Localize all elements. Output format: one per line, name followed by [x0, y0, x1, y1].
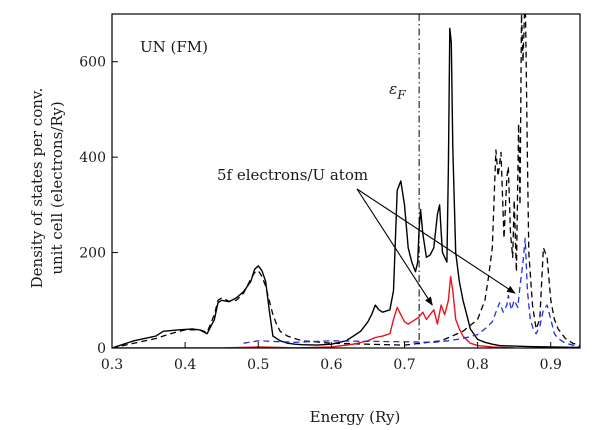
x-tick-label-0: 0.3 [101, 357, 123, 373]
annotation: 5f electrons/U atom [217, 166, 516, 306]
plot-frame [111, 13, 581, 349]
series-line-2 [112, 275, 515, 348]
x-tick-label-2: 0.5 [247, 357, 269, 373]
x-tick-label-3: 0.6 [320, 357, 342, 373]
x-axis-label: Energy (Ry) [310, 408, 401, 426]
fermi-symbol: ε [389, 80, 397, 98]
x-tick-label-5: 0.8 [466, 357, 488, 373]
x-tick-label-1: 0.4 [174, 357, 196, 373]
series-line-1 [112, 14, 580, 348]
series-line-0 [112, 27, 580, 348]
y-tick-label-0: 0 [97, 341, 106, 357]
y-axis-label-line-2: unit cell (electrons/Ry) [48, 101, 66, 274]
annotation-text: 5f electrons/U atom [217, 166, 368, 184]
annotation-arrow-1 [356, 188, 516, 294]
series-line-3 [243, 237, 580, 348]
y-axis-label-line-1: Density of states per conv. [28, 88, 46, 289]
x-tick-label-4: 0.7 [393, 357, 415, 373]
y-tick-label-1: 200 [79, 246, 106, 262]
chart-title: UN (FM) [140, 38, 208, 56]
fermi-level: εF [389, 14, 420, 348]
fermi-subscript: F [396, 88, 406, 102]
y-tick-label-2: 400 [79, 150, 106, 166]
x-tick-label-6: 0.9 [540, 357, 562, 373]
y-axis-label: Density of states per conv. unit cell (e… [28, 88, 66, 289]
y-tick-label-3: 600 [79, 55, 106, 71]
tick-layer: 0.3 0.4 0.5 0.6 0.7 0.8 0.9 0 200 400 600 [79, 55, 562, 373]
fermi-level-label: εF [389, 80, 406, 102]
annotation-arrow-0 [356, 188, 433, 306]
